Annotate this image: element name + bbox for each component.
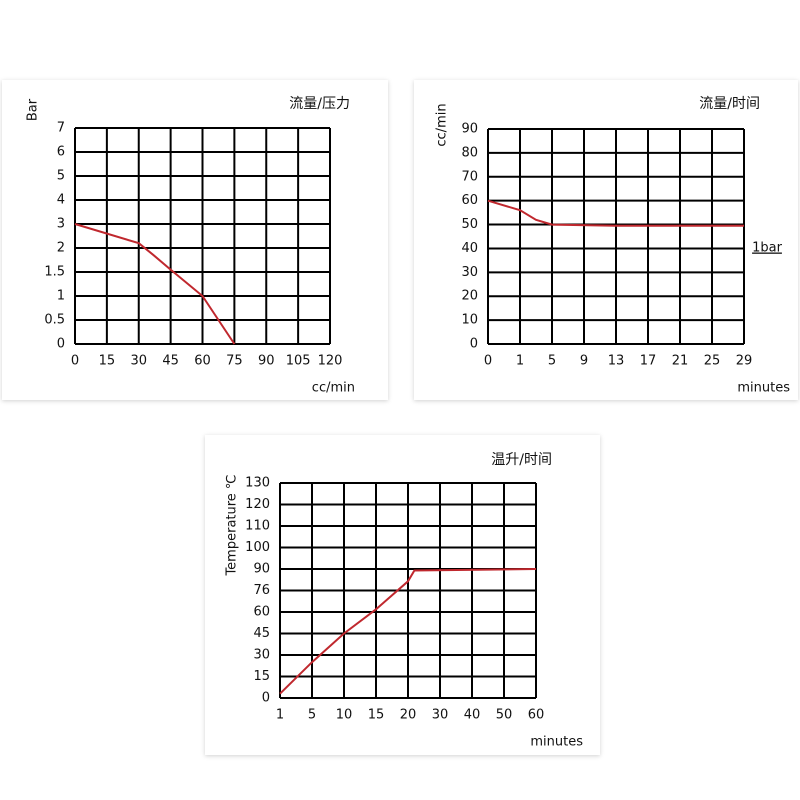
x-tick-label: 17 [640, 354, 657, 369]
y-tick-label: 0 [262, 691, 270, 706]
chart-title: 流量/压力 [289, 96, 350, 112]
y-tick-label: 70 [461, 169, 478, 184]
y-tick-label: 120 [245, 497, 270, 512]
y-axis-label: Temperature ℃ [225, 474, 240, 576]
x-tick-label: 5 [548, 354, 556, 369]
y-axis-label: Bar [26, 98, 41, 121]
x-tick-label: 20 [400, 708, 417, 723]
x-tick-label: 0 [71, 354, 79, 369]
x-axis-label: cc/min [312, 381, 355, 396]
x-tick-label: 1 [516, 354, 524, 369]
y-tick-label: 60 [461, 193, 478, 208]
y-tick-label: 4 [57, 193, 65, 208]
y-tick-label: 130 [245, 476, 270, 491]
x-tick-label: 75 [226, 354, 243, 369]
data-line [74, 223, 236, 345]
card [414, 80, 798, 400]
chart-title: 流量/时间 [699, 96, 760, 112]
x-tick-label: 60 [194, 354, 211, 369]
y-tick-label: 90 [461, 122, 478, 137]
y-tick-label: 10 [461, 313, 478, 328]
x-tick-label: 21 [672, 354, 689, 369]
y-tick-label: 45 [253, 626, 270, 641]
x-tick-label: 25 [704, 354, 721, 369]
y-tick-label: 15 [253, 669, 270, 684]
y-tick-label: 7 [57, 121, 65, 136]
y-tick-label: 110 [245, 519, 270, 534]
annotation: 1bar [752, 241, 782, 256]
y-tick-label: 0 [57, 337, 65, 352]
x-tick-label: 90 [258, 354, 275, 369]
y-tick-label: 90 [253, 562, 270, 577]
y-tick-label: 1.5 [44, 265, 65, 280]
y-tick-label: 6 [57, 145, 65, 160]
chart-title: 温升/时间 [491, 452, 552, 468]
x-tick-label: 30 [432, 708, 449, 723]
x-tick-label: 5 [308, 708, 316, 723]
y-tick-label: 76 [253, 583, 270, 598]
x-tick-label: 1 [276, 708, 284, 723]
x-tick-label: 15 [99, 354, 116, 369]
y-axis-label: cc/min [435, 103, 450, 146]
x-tick-label: 60 [528, 708, 545, 723]
y-tick-label: 60 [253, 605, 270, 620]
data-line [487, 199, 744, 227]
x-tick-label: 9 [580, 354, 588, 369]
x-tick-label: 50 [496, 708, 513, 723]
y-tick-label: 3 [57, 217, 65, 232]
y-tick-label: 50 [461, 217, 478, 232]
x-tick-label: 30 [130, 354, 147, 369]
data-line [279, 568, 537, 695]
y-tick-label: 1 [57, 289, 65, 304]
x-tick-label: 40 [464, 708, 481, 723]
x-axis-label: minutes [737, 381, 790, 396]
y-tick-label: 2 [57, 241, 65, 256]
y-tick-label: 100 [245, 540, 270, 555]
y-tick-label: 0.5 [44, 313, 65, 328]
x-tick-label: 15 [368, 708, 385, 723]
y-tick-label: 5 [57, 169, 65, 184]
y-tick-label: 30 [461, 265, 478, 280]
x-tick-label: 120 [318, 354, 343, 369]
y-tick-label: 30 [253, 648, 270, 663]
card [2, 80, 388, 400]
card [205, 435, 600, 755]
y-tick-label: 20 [461, 289, 478, 304]
x-axis-label: minutes [530, 735, 583, 750]
x-tick-label: 0 [484, 354, 492, 369]
x-tick-label: 105 [286, 354, 311, 369]
y-tick-label: 80 [461, 145, 478, 160]
y-tick-label: 0 [470, 337, 478, 352]
x-tick-label: 10 [336, 708, 353, 723]
y-tick-label: 40 [461, 241, 478, 256]
x-tick-label: 29 [736, 354, 753, 369]
x-tick-label: 45 [162, 354, 179, 369]
x-tick-label: 13 [608, 354, 625, 369]
